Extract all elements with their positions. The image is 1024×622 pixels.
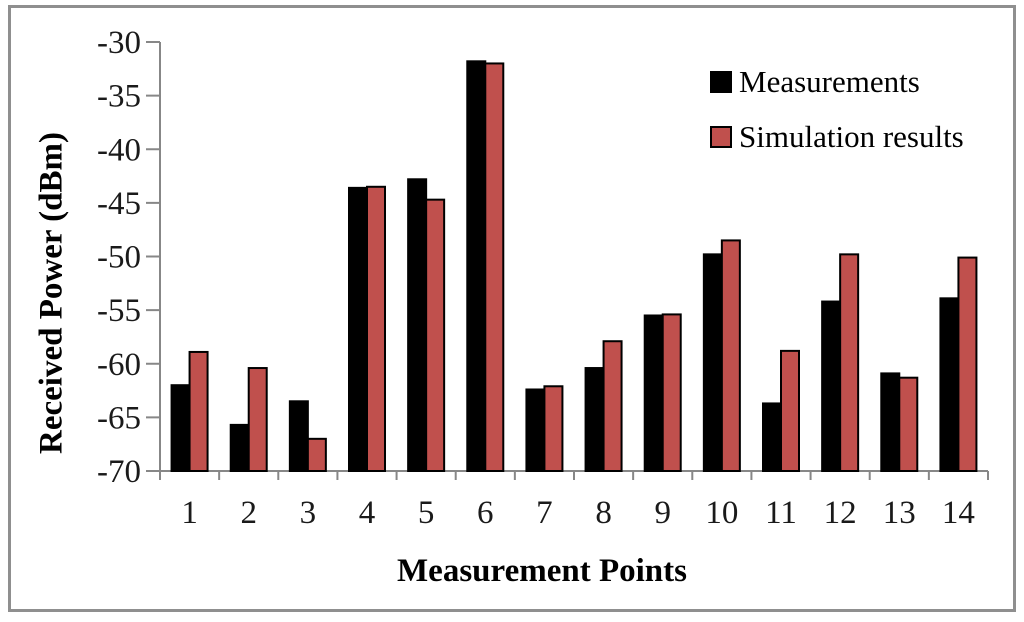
bar-simulation-results-11 [780,349,800,473]
legend-item-simulation-results: Simulation results [710,119,964,154]
bar-simulation-results-8 [602,340,623,473]
x-tick-label: 9 [654,495,671,531]
bar-measurements-9 [643,314,664,472]
bar-simulation-results-14 [957,256,978,473]
bar-simulation-results-12 [839,253,860,472]
bar-simulation-results-5 [425,198,446,472]
x-tick-label: 11 [765,495,797,531]
bar-measurements-14 [939,297,960,473]
legend-item-measurements: Measurements [710,64,964,99]
y-axis-title: Received Power (dBm) [33,132,70,454]
legend-label-simulation-results: Simulation results [739,119,964,154]
y-tick-label: -70 [97,454,141,490]
bar-measurements-3 [288,400,309,473]
chart-frame [8,5,1016,612]
x-tick-label: 2 [240,495,257,531]
x-tick-label: 1 [181,495,198,531]
axis-tick-labels: -30-35-40-45-50-55-60-65-701 2 3 4 5 6 7 8 9 10 11… [97,25,975,531]
bar-simulation-results-2 [247,367,268,473]
bar-measurements-6 [466,60,487,473]
x-tick-label: 7 [536,495,553,531]
bar-simulation-results-9 [661,313,682,473]
bar-measurements-4 [348,186,368,473]
x-axis-title: Measurement Points [397,553,687,589]
y-tick-label: -65 [97,400,141,436]
bars [170,60,978,473]
bar-simulation-results-1 [188,350,209,473]
x-tick-label: 13 [883,495,916,531]
x-tick-label: 3 [300,495,317,531]
x-tick-label: 10 [705,495,738,531]
bar-simulation-results-3 [306,437,327,473]
bar-measurements-13 [880,372,901,472]
bar-measurements-7 [525,388,546,472]
y-tick-label: -45 [97,186,141,222]
bar-simulation-results-13 [898,376,919,473]
x-tick-label: 8 [595,495,612,531]
bar-measurements-5 [407,178,428,472]
bar-simulation-results-6 [484,62,505,472]
bar-measurements-2 [229,423,250,473]
y-tick-label: -50 [97,240,141,276]
x-tick-label: 14 [942,495,975,531]
bar-simulation-results-7 [543,385,564,472]
x-tick-label: 5 [418,495,435,531]
y-tick-label: -30 [97,25,141,61]
bar-measurements-1 [170,384,191,473]
bar-measurements-12 [821,300,842,473]
legend-label-measurements: Measurements [739,64,920,99]
y-tick-label: -40 [97,132,141,168]
bar-simulation-results-10 [720,239,741,472]
bar-measurements-11 [762,402,782,472]
x-tick-label: 4 [359,495,376,531]
legend-swatch-simulation-results [710,126,732,148]
y-tick-label: -35 [97,79,141,115]
legend-swatch-measurements [710,71,732,93]
x-tick-label: 12 [824,495,857,531]
bar-simulation-results-4 [366,185,386,472]
y-tick-label: -60 [97,347,141,383]
y-tick-label: -55 [97,293,141,329]
bar-measurements-10 [702,253,723,472]
legend: Measurements Simulation results [710,64,964,154]
bar-measurements-8 [584,367,605,473]
x-tick-label: 6 [477,495,494,531]
